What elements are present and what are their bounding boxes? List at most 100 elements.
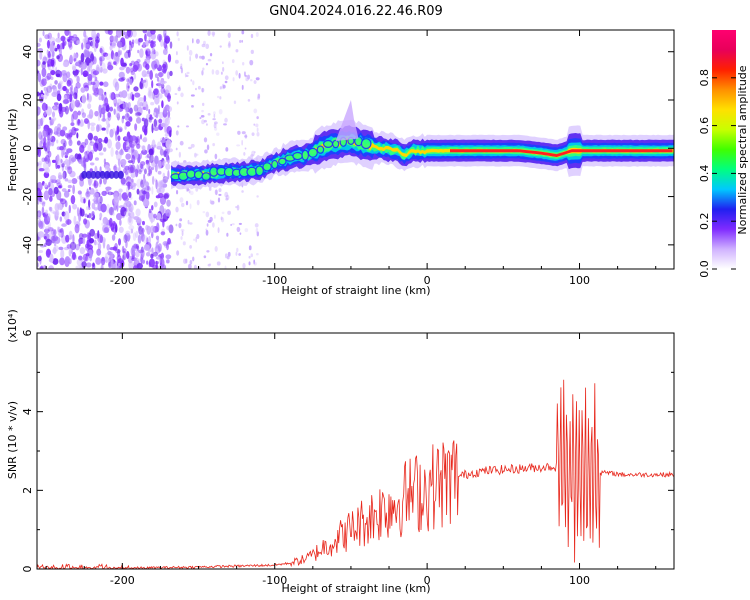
spectrogram-noise-dot: [101, 222, 105, 226]
spectrogram-noise-dot: [107, 111, 111, 118]
spectrogram-noise-dot: [153, 126, 159, 132]
spectrogram-noise-dot: [160, 83, 165, 89]
spectrogram-noise-dot: [47, 227, 54, 232]
spectrogram-noise-dot: [133, 60, 140, 71]
spectrogram-noise-dot: [68, 139, 73, 147]
spectrogram-noise-dot: [74, 153, 79, 160]
spectrogram-noise-dot: [178, 151, 182, 158]
spectrogram-noise-dot: [72, 234, 75, 244]
spectrogram-noise-dot: [61, 163, 65, 168]
spectrogram-noise-dot: [105, 104, 110, 112]
spectrogram-noise-dot: [113, 195, 119, 206]
spectrogram-noise-dot: [235, 70, 239, 76]
spectrogram-noise-dot: [48, 265, 55, 269]
spectrogram-noise-dot: [179, 140, 184, 146]
spectrogram-noise-dot: [75, 265, 82, 269]
spectrogram-noise-dot: [125, 66, 131, 74]
spectrogram-noise-dot: [147, 91, 155, 99]
spectrogram-noise-dot: [224, 80, 228, 84]
spectrogram-noise-dot: [125, 121, 131, 127]
spectrogram-noise-dot: [148, 169, 152, 176]
spectrogram-noise-dot: [85, 262, 92, 268]
spectrogram-noise-dot: [177, 125, 180, 128]
spectrogram-noise-dot: [73, 128, 79, 132]
spectrogram-noise-dot: [168, 148, 173, 153]
spectrogram-noise-dot: [128, 212, 131, 217]
snr-panel: -200 -100 0 100 0 2 4 6 Height of straight lin…: [6, 309, 675, 595]
spectrogram-noise-dot: [48, 231, 53, 240]
spectrogram-noise-dot: [93, 199, 101, 205]
spectrogram-noise-dot: [195, 53, 199, 59]
spectrogram-noise-dot: [116, 213, 122, 221]
spectrogram-noise-dot: [201, 119, 205, 125]
spectrogram-noise-dot: [57, 226, 60, 232]
spectrogram-noise-dot: [109, 128, 114, 138]
spectrogram-noise-dot: [70, 157, 77, 163]
spectrogram-noise-dot: [123, 167, 127, 174]
spectrogram-noise-dot: [56, 93, 62, 102]
spectrogram-noise-dot: [43, 235, 47, 240]
spectrogram-noise-dot: [248, 261, 251, 266]
spectrogram-noise-dot: [56, 154, 60, 162]
spectrogram-noise-dot: [83, 198, 86, 204]
spectrogram-noise-dot: [104, 164, 110, 171]
spectrogram-noise-dot: [255, 32, 259, 37]
spectrogram-noise-dot: [76, 220, 80, 225]
spectrogram-noise-dot: [149, 154, 154, 164]
spectrogram-noise-dot: [89, 238, 95, 244]
spectrogram-noise-dot: [38, 249, 44, 254]
spectrogram-noise-dot: [201, 87, 205, 93]
spectrogram-noise-dot: [132, 182, 135, 186]
colorbar-label: Normalized spectral amplitude: [736, 65, 749, 234]
spectrogram-noise-dot: [99, 195, 103, 204]
spectrogram-ridge-blob: [322, 139, 334, 148]
spectrogram-noise-dot: [133, 200, 137, 206]
spectrogram-noise-dot: [201, 102, 205, 107]
spectrogram-noise-dot: [243, 152, 246, 156]
spectrogram-noise-dot: [145, 190, 150, 201]
spectrogram-noise-dot: [205, 62, 209, 66]
spectrogram-noise-dot: [192, 80, 195, 86]
spectrogram-noise-dot: [165, 37, 170, 44]
spectrogram-noise-dot: [68, 31, 72, 37]
spectrogram-noise-dot: [98, 95, 102, 101]
spectrogram-noise-dot: [94, 110, 99, 117]
spectrogram-noise-dot: [126, 82, 130, 92]
spectrogram-noise-dot: [88, 199, 91, 208]
spectrogram-noise-dot: [164, 133, 169, 137]
spectrogram-noise-dot: [163, 106, 168, 114]
spectrogram-noise-dot: [156, 188, 161, 194]
spectrogram-noise-dot: [255, 123, 259, 128]
spectrogram-noise-dot: [46, 72, 52, 80]
spectrogram-noise-dot: [181, 202, 185, 208]
spectrogram-noise-dot: [52, 85, 58, 96]
spectrogram-noise-dot: [111, 128, 116, 134]
spectrogram-noise-dot: [97, 138, 103, 143]
spectrogram-noise-dot: [59, 129, 66, 137]
spectrogram-noise-dot: [87, 65, 90, 73]
spectrogram-noise-dot: [85, 206, 89, 211]
spectrogram-noise-dot: [154, 88, 160, 99]
spectrogram-noise-dot: [124, 113, 130, 121]
spectrogram-noise-dot: [69, 86, 72, 92]
spectrogram-noise-dot: [134, 168, 139, 178]
spectrogram-noise-dot: [197, 85, 201, 90]
spectrogram-noise-dot: [37, 142, 40, 147]
spectrogram-noise-dot: [83, 30, 87, 38]
spectrogram-noise-dot: [153, 201, 158, 208]
spectrogram-noise-dot: [237, 130, 241, 135]
spectrogram-noise-dot: [166, 116, 172, 121]
spectrogram-noise-dot: [141, 259, 146, 264]
spectrogram-noise-dot: [149, 114, 153, 118]
spectrogram-noise-dot: [77, 110, 81, 116]
spectrogram-noise-dot: [219, 45, 222, 48]
spectrogram-noise-dot: [231, 223, 235, 226]
spectrogram-noise-dot: [140, 232, 145, 242]
spectrogram-noise-dot: [64, 30, 70, 36]
spectrogram-noise-dot: [50, 138, 55, 147]
spectrogram-noise-dot: [148, 235, 151, 245]
spectrogram-noise-dot: [226, 255, 230, 260]
spectrogram-noise-dot: [122, 248, 127, 254]
spectrogram-noise-dot: [251, 132, 255, 136]
spectrogram-noise-dot: [135, 112, 142, 116]
